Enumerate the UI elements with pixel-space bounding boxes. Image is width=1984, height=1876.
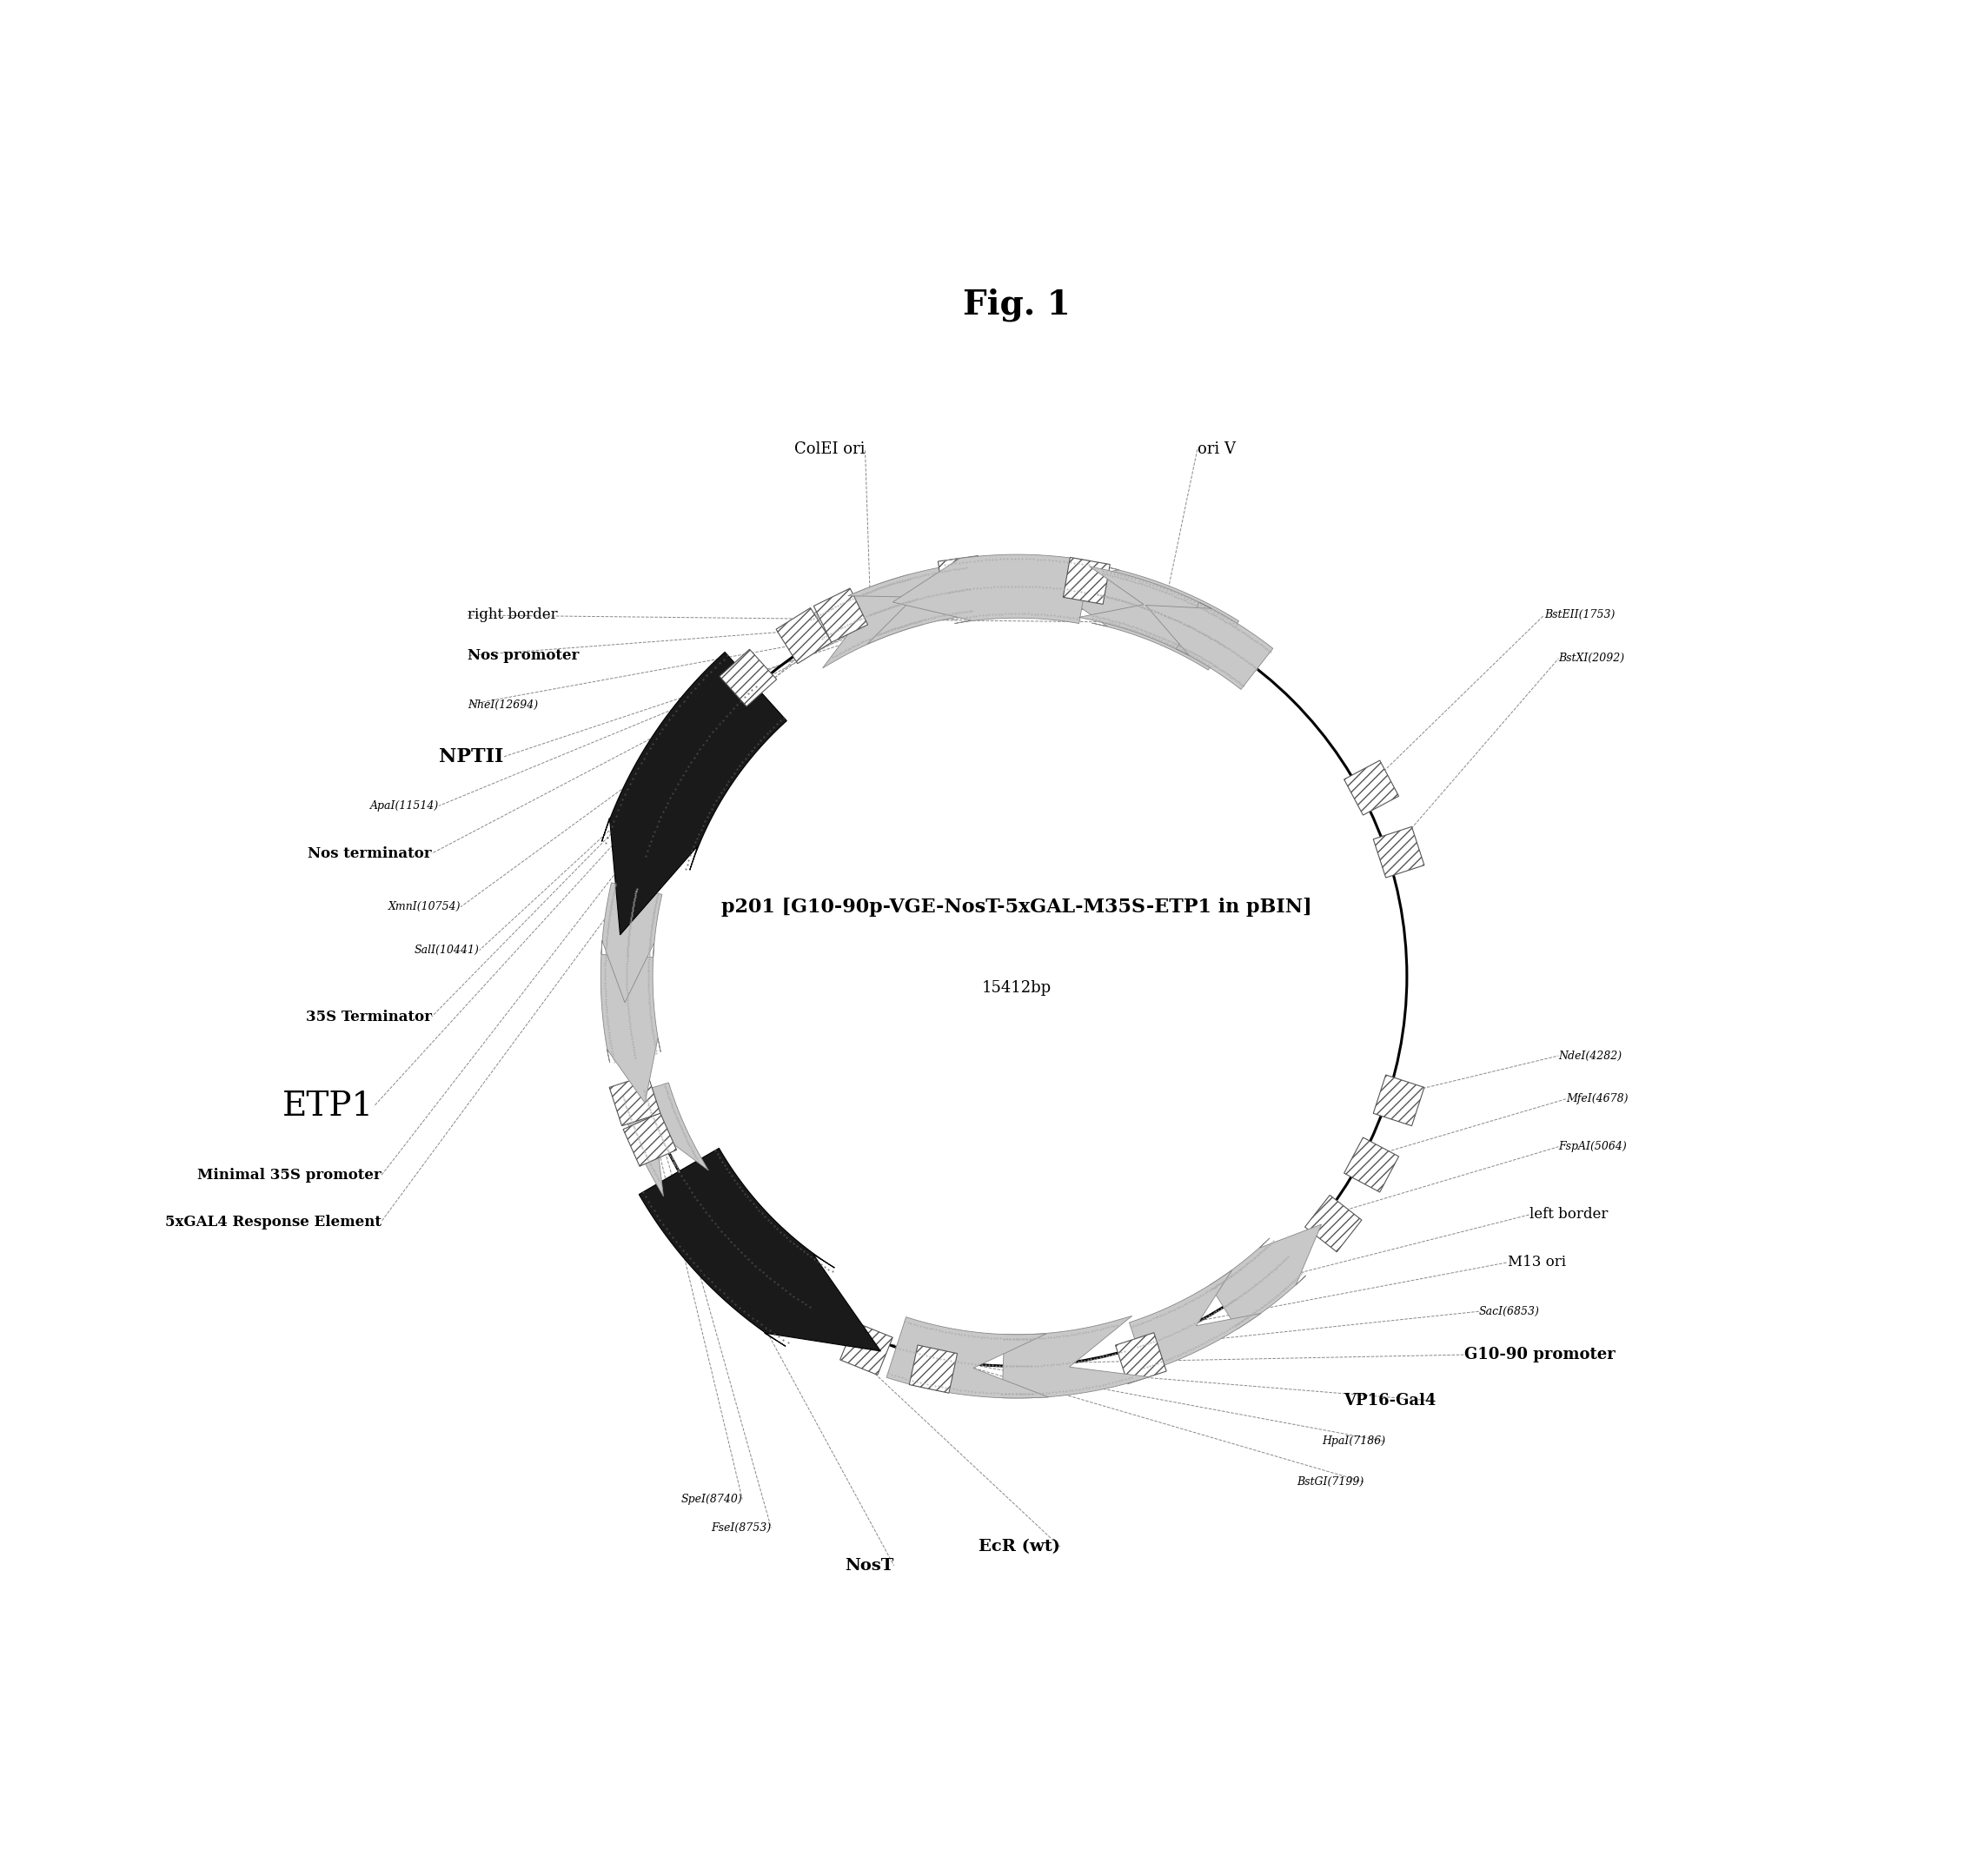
Polygon shape [1373,1075,1425,1126]
Text: SpeI(8740): SpeI(8740) [681,1493,742,1505]
Polygon shape [1305,1195,1361,1251]
Polygon shape [893,555,1089,623]
Polygon shape [1115,1332,1167,1384]
Text: 35S Terminator: 35S Terminator [306,1009,433,1024]
Polygon shape [1210,1225,1321,1328]
Polygon shape [813,589,867,642]
Polygon shape [619,1082,708,1197]
Polygon shape [909,1345,958,1394]
Polygon shape [720,649,776,707]
Text: right border: right border [468,608,558,623]
Text: BstXI(2092): BstXI(2092) [1559,653,1625,664]
Text: Nos terminator: Nos terminator [308,846,433,861]
Text: Nos promoter: Nos promoter [468,649,579,662]
Polygon shape [1343,1137,1399,1191]
Text: 5xGAL4 Response Element: 5xGAL4 Response Element [165,1214,381,1229]
Text: 15412bp: 15412bp [982,979,1052,996]
Polygon shape [601,955,661,1103]
Text: XmnI(10754): XmnI(10754) [389,900,460,912]
Text: ori V: ori V [1198,441,1236,458]
Polygon shape [776,608,831,664]
Text: EcR (wt): EcR (wt) [978,1538,1059,1555]
Text: Fig. 1: Fig. 1 [962,287,1071,321]
Polygon shape [887,1317,1050,1398]
Text: left border: left border [1530,1208,1609,1221]
Text: NdeI(4282): NdeI(4282) [1559,1051,1623,1062]
Text: SalI(10441): SalI(10441) [415,946,480,957]
Polygon shape [1129,1270,1262,1371]
Text: FspAI(5064): FspAI(5064) [1559,1141,1627,1152]
Text: ETP1: ETP1 [282,1090,373,1122]
Polygon shape [639,1148,881,1351]
Text: G10-90 promoter: G10-90 promoter [1464,1347,1615,1362]
Text: BstGI(7199): BstGI(7199) [1296,1476,1363,1488]
Polygon shape [1145,602,1274,688]
Polygon shape [798,574,923,668]
Polygon shape [847,563,972,643]
Polygon shape [609,1075,661,1126]
Text: MfeI(4678): MfeI(4678) [1565,1094,1629,1105]
Text: HpaI(7186): HpaI(7186) [1321,1435,1385,1446]
Text: SacI(6853): SacI(6853) [1480,1306,1540,1317]
Polygon shape [601,653,788,934]
Text: Minimal 35S promoter: Minimal 35S promoter [196,1169,381,1184]
Text: NPTII: NPTII [438,747,504,765]
Polygon shape [938,555,984,602]
Polygon shape [839,1323,893,1375]
Text: ApaI(11514): ApaI(11514) [371,801,438,812]
Polygon shape [1002,1315,1149,1398]
Text: M13 ori: M13 ori [1508,1255,1565,1270]
Text: NosT: NosT [845,1557,895,1574]
Polygon shape [1048,567,1238,670]
Polygon shape [623,1112,677,1167]
Text: VP16-Gal4: VP16-Gal4 [1343,1394,1436,1409]
Text: BstEII(1753): BstEII(1753) [1544,610,1615,621]
Polygon shape [1343,760,1399,814]
Polygon shape [1373,827,1425,878]
Polygon shape [1079,567,1198,649]
Polygon shape [1063,557,1109,604]
Text: ColEI ori: ColEI ori [794,441,865,458]
Text: FseI(8753): FseI(8753) [710,1523,772,1535]
Polygon shape [601,884,663,1002]
Text: NheI(12694): NheI(12694) [468,700,538,711]
Text: p201 [G10-90p-VGE-NosT-5xGAL-M35S-ETP1 in pBIN]: p201 [G10-90p-VGE-NosT-5xGAL-M35S-ETP1 i… [722,897,1311,917]
